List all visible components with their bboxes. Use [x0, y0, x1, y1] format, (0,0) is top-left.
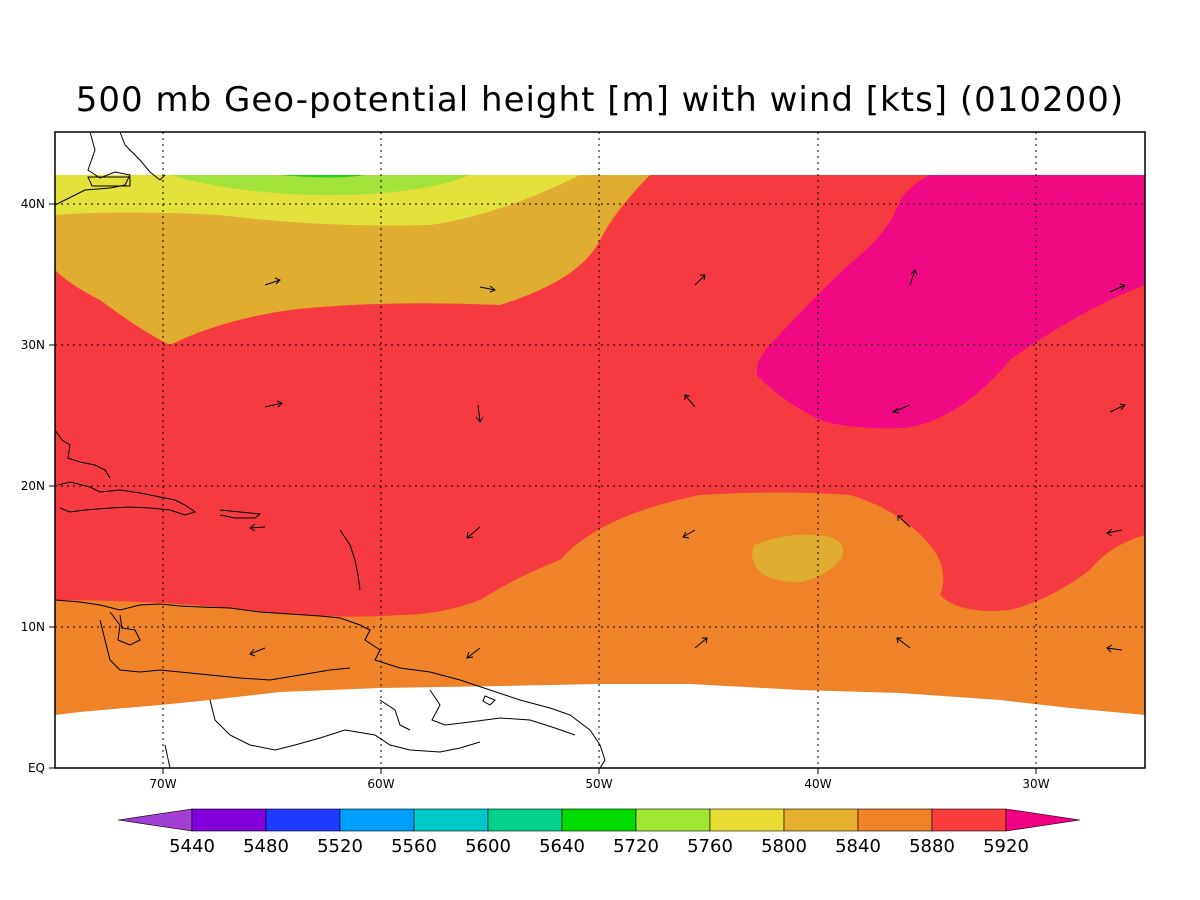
lat-tick-20n: 20N: [21, 479, 45, 493]
lat-tick-40n: 40N: [21, 197, 45, 211]
colorbar-label: 5600: [465, 836, 511, 857]
colorbar-label: 5880: [909, 836, 955, 857]
colorbar: 5440 5480 5520 5560 5600 5640 5720 5760 …: [117, 808, 1081, 857]
map-title: 500 mb Geo-potential height [m] with win…: [75, 80, 1125, 120]
lon-tick-70w: 70W: [149, 777, 176, 791]
missing-north: [55, 132, 1145, 175]
colorbar-label: 5440: [169, 836, 215, 857]
band-5640: [280, 175, 365, 178]
wind-vectors: [249, 269, 1126, 659]
colorbar-swatch: [487, 808, 563, 832]
lat-tick-10n: 10N: [21, 620, 45, 634]
colorbar-swatch: [413, 808, 489, 832]
band-5840: [55, 175, 650, 345]
colorbar-cap-left: [117, 808, 193, 832]
lon-tick-30w: 30W: [1022, 777, 1049, 791]
band-5720: [170, 175, 470, 195]
band-5840-island: [752, 534, 844, 582]
tick-marks: [49, 203, 1037, 774]
gridlines: [55, 132, 1145, 768]
colorbar-label: 5760: [687, 836, 733, 857]
colorbar-label: 5480: [243, 836, 289, 857]
lon-tick-50w: 50W: [585, 777, 612, 791]
colorbar-swatch: [709, 808, 785, 832]
colorbar-label: 5800: [761, 836, 807, 857]
height-field: [55, 132, 1145, 768]
map-frame: [54, 131, 1146, 769]
colorbar-label: 5560: [391, 836, 437, 857]
missing-south: [55, 684, 1145, 768]
colorbar-swatch: [635, 808, 711, 832]
band-above-5920: [756, 175, 1145, 429]
colorbar-label: 5520: [317, 836, 363, 857]
colorbar-cap-right: [1005, 808, 1081, 832]
coastlines: [55, 132, 606, 768]
colorbar-swatch: [191, 808, 267, 832]
colorbar-label: 5720: [613, 836, 659, 857]
colorbar-label: 5920: [983, 836, 1029, 857]
colorbar-label: 5640: [539, 836, 585, 857]
lat-tick-eq: EQ: [28, 761, 45, 775]
band-5800: [55, 175, 580, 226]
lat-tick-30n: 30N: [21, 338, 45, 352]
colorbar-swatch: [783, 808, 859, 832]
colorbar-swatch: [265, 808, 341, 832]
lon-tick-40w: 40W: [804, 777, 831, 791]
colorbar-swatch: [561, 808, 637, 832]
colorbar-label: 5840: [835, 836, 881, 857]
colorbar-swatch: [931, 808, 1007, 832]
colorbar-swatch: [857, 808, 933, 832]
lon-tick-60w: 60W: [367, 777, 394, 791]
colorbar-swatch: [339, 808, 415, 832]
